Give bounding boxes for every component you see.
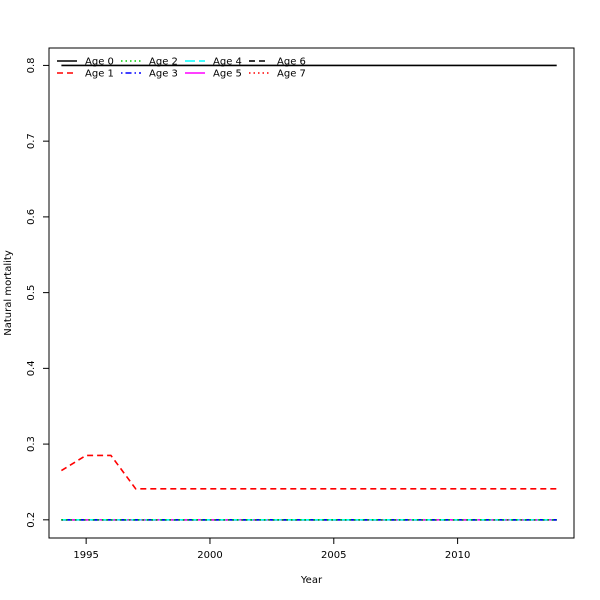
legend-label: Age 2: [149, 57, 178, 68]
legend-item: Age 7: [249, 69, 306, 80]
series-layer: [60, 64, 557, 521]
series-line-age-1: [60, 454, 557, 490]
y-tick-label: 0.5: [26, 285, 37, 301]
legend-item: Age 3: [121, 69, 178, 80]
y-tick-label: 0.8: [26, 57, 37, 73]
legend-label: Age 6: [277, 57, 306, 68]
legend-item: Age 6: [249, 57, 306, 68]
legend-label: Age 0: [85, 57, 114, 68]
x-axis-title: Year: [300, 575, 323, 586]
y-axis-title: Natural mortality: [3, 250, 14, 336]
x-tick-label: 2010: [445, 550, 470, 561]
y-tick-label: 0.4: [26, 360, 37, 376]
plot-frame: [48, 47, 575, 539]
x-tick-label: 2000: [197, 550, 222, 561]
legend-label: Age 1: [85, 69, 114, 80]
legend-item: Age 0: [57, 57, 114, 68]
legend-label: Age 7: [277, 69, 306, 80]
legend-label: Age 3: [149, 69, 178, 80]
legend-item: Age 5: [185, 69, 242, 80]
legend-label: Age 5: [213, 69, 242, 80]
y-tick-label: 0.2: [26, 512, 37, 528]
legend-item: Age 4: [185, 57, 242, 68]
x-axis: 1995 2000 2005 2010: [73, 537, 470, 561]
x-tick-label: 1995: [73, 550, 98, 561]
x-tick-label: 2005: [321, 550, 346, 561]
y-axis: 0.2 0.3 0.4 0.5 0.6 0.7 0.8: [26, 57, 50, 528]
y-tick-label: 0.3: [26, 436, 37, 452]
y-tick-label: 0.7: [26, 133, 37, 149]
legend-label: Age 4: [213, 57, 242, 68]
y-tick-label: 0.6: [26, 209, 37, 225]
legend-item: Age 1: [57, 69, 114, 80]
legend-item: Age 2: [121, 57, 178, 68]
